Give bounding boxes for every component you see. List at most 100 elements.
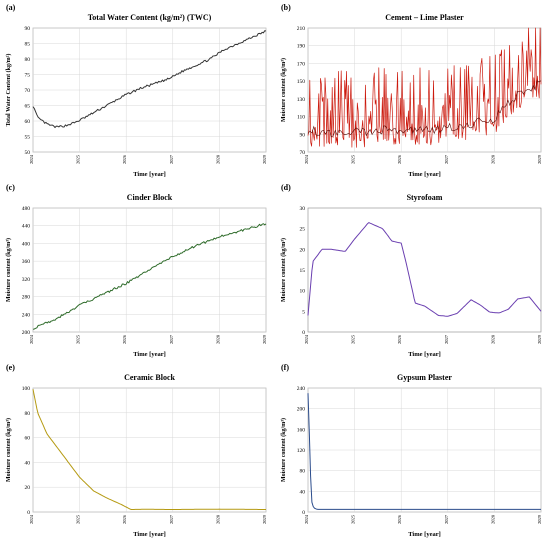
plot-frame <box>32 387 267 513</box>
x-tick-label: 2028 <box>490 334 495 344</box>
panel-b: (b) Cement – Lime Plaster 70 90 110 130 150 170… <box>275 0 550 180</box>
y-axis-title: Moisture content (kg/m³) <box>280 418 287 482</box>
y-tick-label: 70 <box>300 150 306 156</box>
series-line <box>307 222 542 317</box>
y-tick-label: 20 <box>25 485 31 491</box>
y-tick-label: 20 <box>300 247 306 253</box>
chart-title: Cinder Block <box>127 193 173 202</box>
y-tick-label: 240 <box>22 312 31 318</box>
x-tick-label: 2024 <box>29 154 34 164</box>
y-tick-label: 190 <box>297 44 306 50</box>
x-tick-label: 2026 <box>122 334 127 344</box>
y-tick-label: 400 <box>22 241 31 247</box>
x-tick-label: 2025 <box>351 334 356 344</box>
y-tick-label: 25 <box>300 227 306 233</box>
panel-a: (a) Total Water Content (kg/m²) (TWC) 50 55… <box>0 0 275 180</box>
y-tick-label: 75 <box>25 73 31 79</box>
y-tick-label: 360 <box>22 259 31 265</box>
chart-title: Gypsum Plaster <box>397 373 452 382</box>
chart-b: (b) Cement – Lime Plaster 70 90 110 130 150 170… <box>280 3 542 178</box>
y-tick-label: 40 <box>25 460 31 466</box>
x-tick-label: 2026 <box>397 334 402 344</box>
y-tick-label: 90 <box>25 26 31 32</box>
chart-a: (a) Total Water Content (kg/m²) (TWC) 50 55… <box>5 3 267 178</box>
x-tick-label: 2029 <box>537 334 542 344</box>
x-axis-title: Time [year] <box>133 171 166 178</box>
panel-label: (c) <box>6 183 15 192</box>
y-tick-label: 280 <box>22 295 31 301</box>
x-tick-label: 2024 <box>29 514 34 524</box>
x-tick-label: 2026 <box>122 154 127 164</box>
x-tick-label: 2029 <box>262 514 267 524</box>
y-tick-label: 80 <box>300 469 306 475</box>
x-tick-label: 2025 <box>76 514 81 524</box>
panel-c: (c) Cinder Block 200 240 280 320 360 400 440 480 2… <box>0 180 275 360</box>
y-tick-label: 480 <box>22 206 31 212</box>
plot-frame <box>307 207 542 333</box>
x-tick-label: 2024 <box>29 334 34 344</box>
x-tick-label: 2029 <box>262 154 267 164</box>
x-tick-label: 2028 <box>490 514 495 524</box>
x-tick-label: 2027 <box>444 514 449 524</box>
y-axis-title: Total Water Content (kg/m²) <box>5 54 12 127</box>
y-tick-label: 10 <box>300 289 306 295</box>
y-tick-label: 110 <box>297 115 305 121</box>
series-line <box>32 389 266 510</box>
series-trend-line <box>307 80 542 138</box>
y-tick-label: 60 <box>25 436 31 442</box>
chart-e: (e) Ceramic Block 0 20 40 60 80 100 2024 2025 2026… <box>5 363 267 538</box>
series-line <box>307 27 542 148</box>
y-tick-label: 60 <box>25 119 31 125</box>
y-tick-label: 0 <box>27 510 30 516</box>
y-tick-label: 240 <box>297 386 306 392</box>
x-tick-label: 2026 <box>122 514 127 524</box>
x-tick-label: 2026 <box>397 514 402 524</box>
panel-label: (d) <box>281 183 291 192</box>
y-tick-label: 150 <box>297 79 306 85</box>
y-tick-label: 0 <box>302 510 305 516</box>
y-tick-label: 80 <box>25 411 31 417</box>
y-tick-label: 40 <box>300 489 306 495</box>
y-tick-label: 50 <box>25 150 31 156</box>
panel-f: (f) Gypsum Plaster 0 40 80 120 160 200 240 2024 20… <box>275 360 550 540</box>
x-tick-label: 2027 <box>444 154 449 164</box>
y-tick-label: 30 <box>300 206 306 212</box>
x-tick-label: 2025 <box>351 154 356 164</box>
y-tick-label: 80 <box>25 57 31 63</box>
x-tick-label: 2024 <box>304 334 309 344</box>
panel-label: (e) <box>6 363 15 372</box>
x-axis-title: Time [year] <box>408 531 441 538</box>
x-tick-label: 2029 <box>537 514 542 524</box>
chart-f: (f) Gypsum Plaster 0 40 80 120 160 200 240 2024 20… <box>280 363 542 538</box>
panel-d: (d) Styrofoam 0 5 10 15 20 25 30 2024 2025 2026 2027… <box>275 180 550 360</box>
y-tick-label: 0 <box>302 330 305 336</box>
x-tick-label: 2028 <box>215 334 220 344</box>
panel-label: (f) <box>281 363 289 372</box>
y-tick-label: 440 <box>22 224 31 230</box>
x-tick-label: 2026 <box>397 154 402 164</box>
x-axis-title: Time [year] <box>408 171 441 178</box>
chart-title: Ceramic Block <box>124 373 175 382</box>
x-tick-label: 2028 <box>215 514 220 524</box>
y-tick-label: 90 <box>300 132 306 138</box>
y-tick-label: 200 <box>297 407 306 413</box>
y-tick-label: 65 <box>25 104 31 110</box>
y-axis-title: Moisture content (kg/m³) <box>5 238 12 302</box>
y-tick-label: 55 <box>25 135 31 141</box>
x-tick-label: 2027 <box>169 154 174 164</box>
panel-label: (a) <box>6 3 16 12</box>
y-tick-label: 70 <box>25 88 31 94</box>
x-tick-label: 2024 <box>304 514 309 524</box>
y-axis-title: Moisture content (kg/m³) <box>280 238 287 302</box>
chart-title: Cement – Lime Plaster <box>385 13 464 22</box>
x-tick-label: 2025 <box>351 514 356 524</box>
x-axis-title: Time [year] <box>408 351 441 358</box>
chart-title: Styrofoam <box>407 193 443 202</box>
x-tick-label: 2028 <box>490 154 495 164</box>
chart-title: Total Water Content (kg/m²) (TWC) <box>88 13 212 22</box>
x-tick-label: 2029 <box>262 334 267 344</box>
y-tick-label: 5 <box>302 309 305 315</box>
x-axis-title: Time [year] <box>133 351 166 358</box>
x-tick-label: 2025 <box>76 334 81 344</box>
